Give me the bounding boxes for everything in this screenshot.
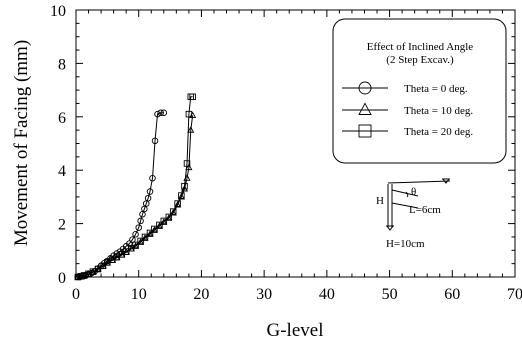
series-line-triangle [77, 115, 194, 278]
data-point-square [146, 229, 154, 237]
x-axis-ticks: 0 10 20 30 40 50 60 70 [72, 10, 522, 303]
data-point-circle [151, 137, 159, 145]
data-point-square [185, 110, 193, 118]
x-axis-title: G-level [267, 320, 324, 341]
inset-l-label: L=6cm [409, 204, 441, 216]
legend-title-line2: (2 Step Excav.) [386, 54, 454, 66]
y-tick-label: 10 [50, 3, 66, 20]
data-point-circle [132, 231, 139, 238]
wall-schematic [386, 178, 451, 231]
y-tick-label: 2 [58, 217, 66, 234]
inset-bottom-label: H=10cm [386, 238, 425, 250]
data-point-square [99, 262, 107, 270]
legend-label: Theta = 10 deg. [404, 105, 473, 117]
y-axis-ticks: 0 2 4 6 8 10 [50, 3, 515, 287]
x-tick-label: 70 [507, 286, 522, 303]
inset-theta-label: θ [411, 186, 416, 198]
data-point-square [181, 182, 188, 190]
data-point-square [122, 248, 130, 255]
data-point-triangle [185, 163, 193, 171]
data-point-square [151, 225, 158, 233]
inset-h-label: H [376, 195, 384, 207]
data-point-circle [157, 109, 164, 117]
x-tick-label: 50 [382, 286, 398, 303]
series-layer [74, 93, 197, 281]
x-tick-label: 20 [193, 286, 209, 303]
series-line-circle [77, 112, 164, 278]
data-point-square [165, 213, 173, 221]
schematic-nail-lower [391, 202, 419, 209]
data-point-triangle [174, 200, 182, 208]
x-tick-label: 0 [72, 286, 80, 303]
data-point-square [137, 237, 144, 245]
data-point-circle [144, 194, 152, 202]
data-point-square [85, 270, 92, 278]
schematic-angle-arc [405, 191, 409, 198]
legend-marker-circle [358, 81, 372, 95]
legend-title-line1: Effect of Inclined Angle [367, 41, 474, 53]
data-point-circle [160, 109, 168, 117]
data-point-square [156, 221, 163, 229]
legend-marker-triangle [358, 102, 372, 115]
data-point-square [183, 160, 191, 167]
legend-box [332, 18, 507, 164]
data-point-triangle [169, 208, 177, 216]
data-point-circle [149, 174, 156, 182]
x-tick-label: 60 [444, 286, 460, 303]
legend-entries: Theta = 0 deg. Theta = 10 deg. Theta = 20 … [342, 81, 473, 138]
y-tick-label: 8 [58, 56, 66, 73]
legend-label: Theta = 0 deg. [404, 83, 468, 95]
x-tick-label: 10 [131, 286, 147, 303]
data-point-circle [146, 188, 154, 195]
legend: Effect of Inclined Angle (2 Step Excav.)… [332, 18, 507, 164]
data-point-triangle [177, 192, 185, 200]
data-point-circle [113, 250, 121, 257]
y-tick-label: 4 [58, 163, 66, 180]
y-tick-label: 6 [58, 110, 66, 127]
ground-symbol-top [442, 178, 450, 184]
ground-symbol-bottom [386, 225, 394, 231]
data-point-square [169, 208, 177, 215]
data-point-square [178, 192, 185, 199]
schematic-ground-top [387, 180, 451, 184]
data-point-square [189, 93, 196, 101]
schematic-nail-upper [391, 189, 419, 197]
data-point-circle [135, 224, 142, 231]
data-point-square [80, 272, 88, 279]
y-tick-label: 0 [58, 270, 66, 287]
data-point-square [132, 241, 139, 249]
legend-label: Theta = 20 deg. [404, 126, 473, 138]
data-point-circle [137, 217, 144, 225]
data-point-square [174, 200, 181, 207]
y-axis-title: Movement of Facing (mm) [11, 40, 32, 246]
x-tick-label: 30 [256, 286, 272, 303]
data-point-square [141, 233, 149, 241]
data-point-triangle [180, 184, 189, 192]
legend-marker-square [358, 124, 372, 138]
data-point-triangle [187, 126, 195, 133]
x-tick-label: 40 [319, 286, 335, 303]
data-point-circle [154, 110, 161, 118]
data-point-circle [126, 240, 133, 247]
data-point-square [160, 217, 168, 225]
series-line-square [77, 96, 193, 278]
